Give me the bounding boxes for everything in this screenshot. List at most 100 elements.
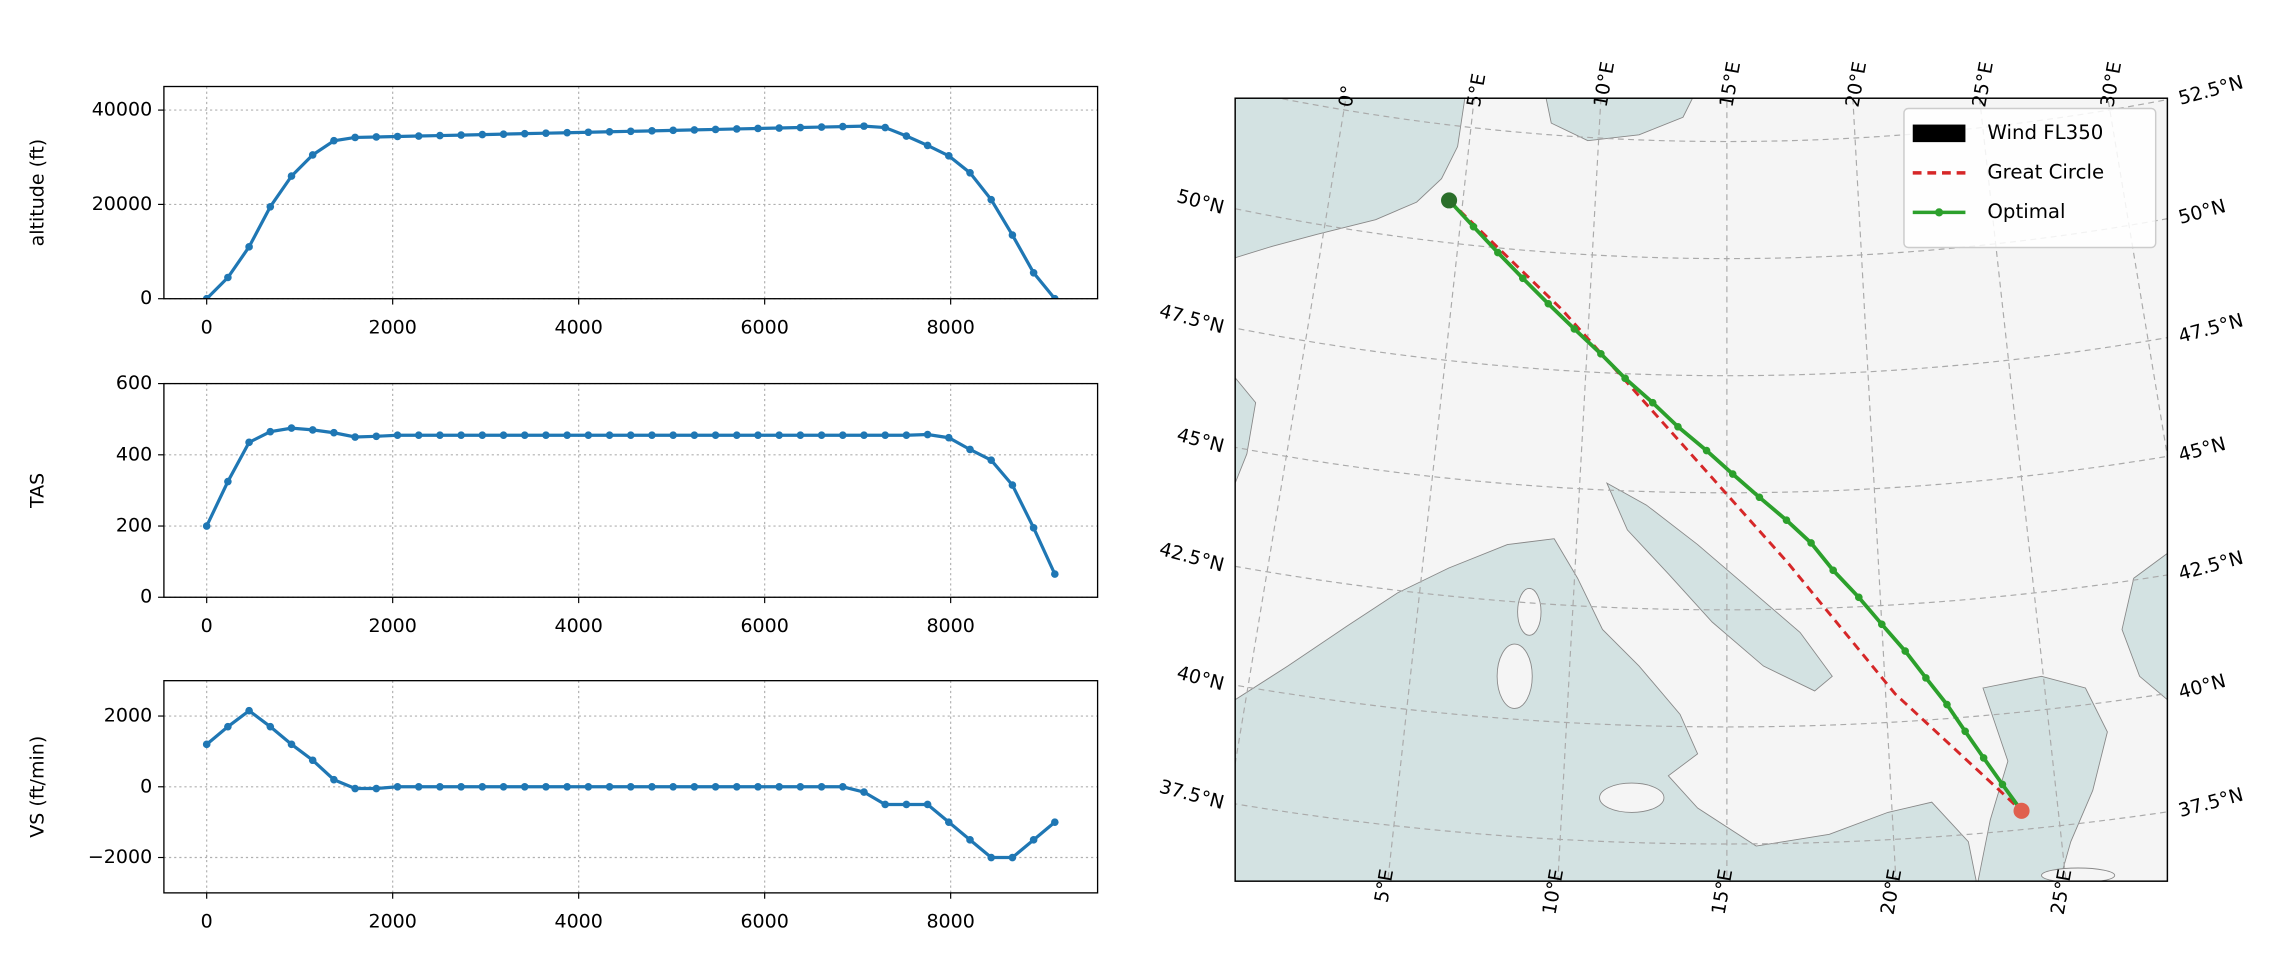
series-group bbox=[202, 706, 1059, 862]
marker bbox=[626, 782, 635, 791]
x-tick-label: 4000 bbox=[554, 911, 602, 933]
marker bbox=[478, 130, 487, 139]
marker bbox=[414, 782, 423, 791]
marker bbox=[648, 782, 656, 791]
y-axis-label: altitude (ft) bbox=[27, 139, 49, 247]
legend-label: Optimal bbox=[1987, 200, 2065, 223]
x-tick-label: 2000 bbox=[368, 316, 416, 338]
marker bbox=[478, 431, 487, 440]
route-point bbox=[1807, 539, 1815, 547]
marker bbox=[902, 132, 911, 140]
marker bbox=[711, 782, 720, 791]
y-tick-label: 400 bbox=[116, 443, 152, 465]
islands bbox=[1496, 588, 2116, 882]
mediterranean bbox=[1235, 538, 1977, 882]
marker bbox=[881, 431, 889, 440]
marker bbox=[902, 800, 911, 809]
sardinia bbox=[1496, 643, 1533, 709]
marker bbox=[202, 294, 211, 299]
marker bbox=[542, 431, 550, 440]
marker bbox=[414, 132, 423, 140]
meridian-label: 5°E bbox=[1371, 867, 1399, 904]
y-tick-label: 20000 bbox=[92, 193, 152, 215]
marker bbox=[944, 433, 953, 442]
y-tick-label: −2000 bbox=[88, 846, 152, 868]
x-tick-label: 6000 bbox=[740, 316, 788, 338]
marker bbox=[796, 782, 805, 791]
marker bbox=[372, 784, 381, 793]
marker bbox=[372, 133, 381, 141]
parallel-label: 47.5°N bbox=[1157, 300, 1227, 338]
series-group bbox=[202, 122, 1059, 299]
marker bbox=[308, 426, 317, 434]
marker bbox=[393, 132, 402, 141]
marker bbox=[944, 152, 953, 160]
marker bbox=[266, 722, 275, 731]
marker bbox=[711, 431, 720, 440]
marker bbox=[542, 782, 550, 791]
route-point bbox=[1755, 493, 1764, 502]
marker bbox=[987, 195, 996, 204]
marker bbox=[690, 126, 699, 134]
route-point bbox=[1544, 299, 1553, 308]
marker bbox=[393, 782, 402, 791]
marker bbox=[838, 431, 847, 440]
marker bbox=[330, 136, 338, 145]
x-tick-label: 4000 bbox=[554, 316, 602, 338]
marker bbox=[966, 445, 974, 454]
legend-box bbox=[1903, 107, 2157, 249]
y-tick-label: 0 bbox=[140, 287, 152, 309]
marker bbox=[245, 243, 253, 251]
parallel-label: 40°N bbox=[2176, 670, 2228, 704]
meridian bbox=[1387, 98, 1475, 882]
marker bbox=[287, 172, 296, 180]
marker bbox=[202, 740, 211, 749]
marker bbox=[732, 431, 741, 440]
plot-area bbox=[202, 424, 1059, 578]
marker bbox=[478, 782, 487, 791]
marker bbox=[563, 431, 571, 440]
marker bbox=[1029, 836, 1038, 844]
marker bbox=[881, 123, 889, 132]
legend-label: Wind FL350 bbox=[1987, 121, 2103, 144]
marker bbox=[457, 431, 465, 440]
marker bbox=[817, 431, 826, 440]
marker bbox=[1051, 818, 1059, 826]
marker bbox=[1029, 524, 1038, 532]
axes-frame bbox=[163, 382, 1099, 598]
route-point bbox=[1674, 422, 1682, 431]
parallel-label: 37.5°N bbox=[1157, 776, 1227, 814]
marker bbox=[542, 129, 550, 138]
marker bbox=[245, 438, 253, 447]
marker bbox=[1008, 481, 1017, 489]
north-sea bbox=[1235, 98, 1466, 259]
marker bbox=[1008, 231, 1017, 239]
marker bbox=[308, 756, 317, 765]
marker bbox=[393, 431, 402, 440]
marker bbox=[520, 431, 529, 440]
y-axis-label: VS (ft/min) bbox=[27, 736, 49, 838]
route-point bbox=[1469, 222, 1478, 231]
marker bbox=[775, 431, 783, 440]
corsica bbox=[1517, 588, 1542, 636]
marker bbox=[563, 782, 571, 791]
parallel-label: 52.5°N bbox=[2176, 71, 2246, 109]
marker bbox=[648, 431, 656, 440]
marker bbox=[245, 706, 253, 715]
parallel-label: 42.5°N bbox=[2176, 547, 2246, 585]
marker bbox=[817, 782, 826, 791]
y-tick-label: 200 bbox=[116, 515, 152, 537]
marker bbox=[436, 782, 444, 791]
marker bbox=[648, 127, 656, 135]
marker bbox=[923, 141, 932, 150]
parallel bbox=[1235, 208, 2168, 260]
route-point bbox=[1877, 620, 1886, 629]
marker bbox=[796, 123, 805, 132]
marker bbox=[1051, 294, 1059, 299]
parallel-label: 50°N bbox=[1174, 185, 1226, 219]
x-tick-label: 0 bbox=[201, 316, 213, 338]
marker bbox=[711, 125, 720, 134]
map-overlay bbox=[1235, 98, 2168, 882]
marker bbox=[690, 431, 699, 440]
